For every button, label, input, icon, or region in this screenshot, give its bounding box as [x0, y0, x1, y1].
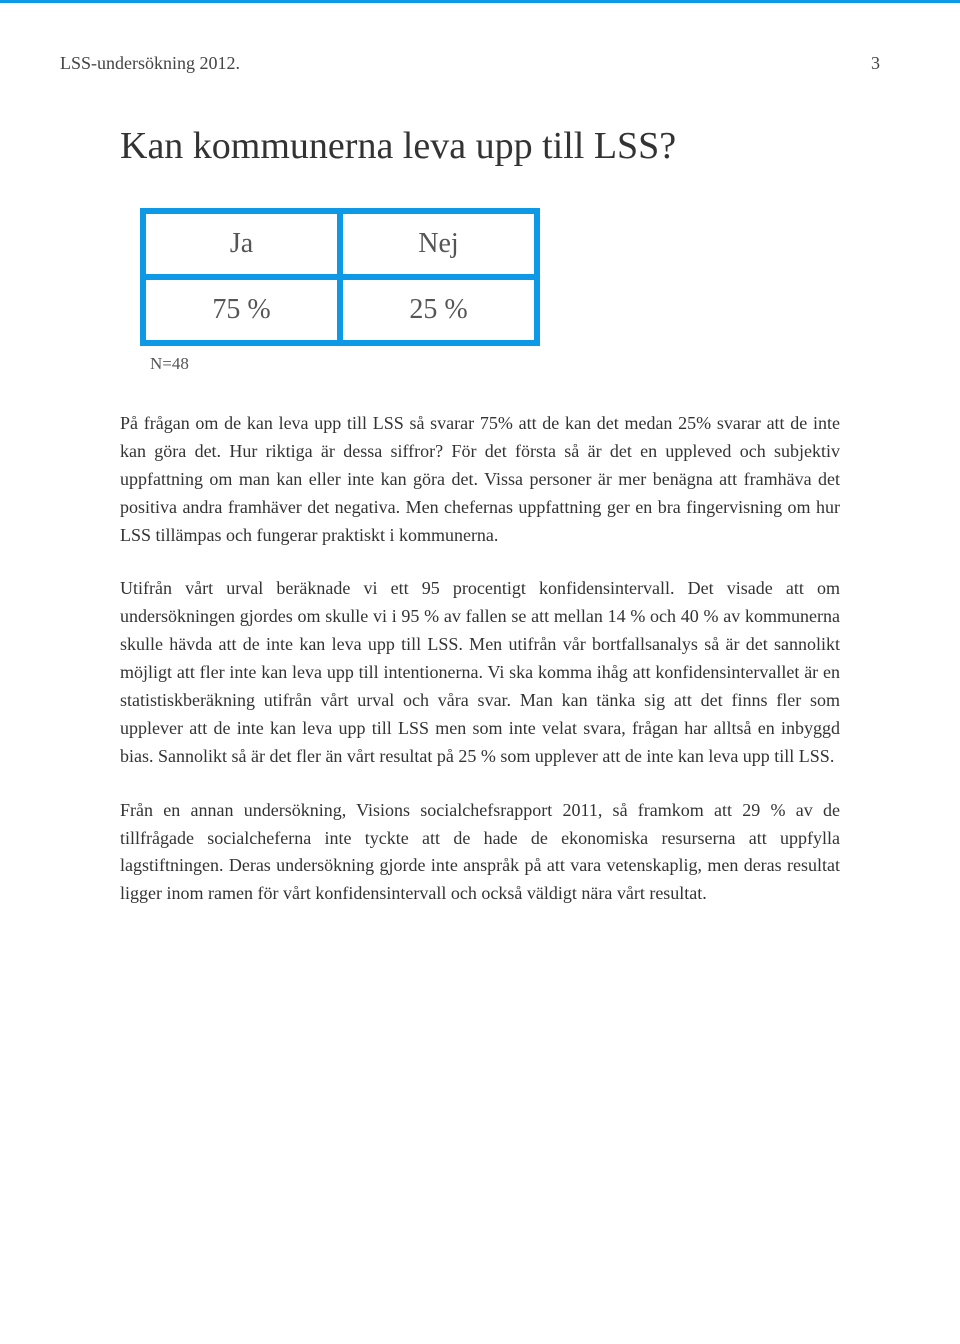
table-header-ja: Ja	[140, 208, 340, 277]
sample-size-note: N=48	[150, 354, 840, 374]
body-paragraph: Utifrån vårt urval beräknade vi ett 95 p…	[120, 575, 840, 770]
table-row: 75 % 25 %	[140, 277, 540, 346]
page-number: 3	[871, 53, 880, 74]
table-value-nej: 25 %	[340, 277, 540, 346]
body-paragraph: Från en annan undersökning, Visions soci…	[120, 797, 840, 909]
table-row: Ja Nej	[140, 208, 540, 277]
results-table: Ja Nej 75 % 25 %	[140, 208, 540, 346]
header-row: LSS-undersökning 2012. 3	[0, 3, 960, 94]
table-header-nej: Nej	[340, 208, 540, 277]
page-title: Kan kommunerna leva upp till LSS?	[120, 124, 840, 168]
body-paragraph: På frågan om de kan leva upp till LSS så…	[120, 410, 840, 549]
table-value-ja: 75 %	[140, 277, 340, 346]
content-area: Kan kommunerna leva upp till LSS? Ja Nej…	[0, 124, 960, 908]
document-header: LSS-undersökning 2012.	[60, 53, 240, 74]
